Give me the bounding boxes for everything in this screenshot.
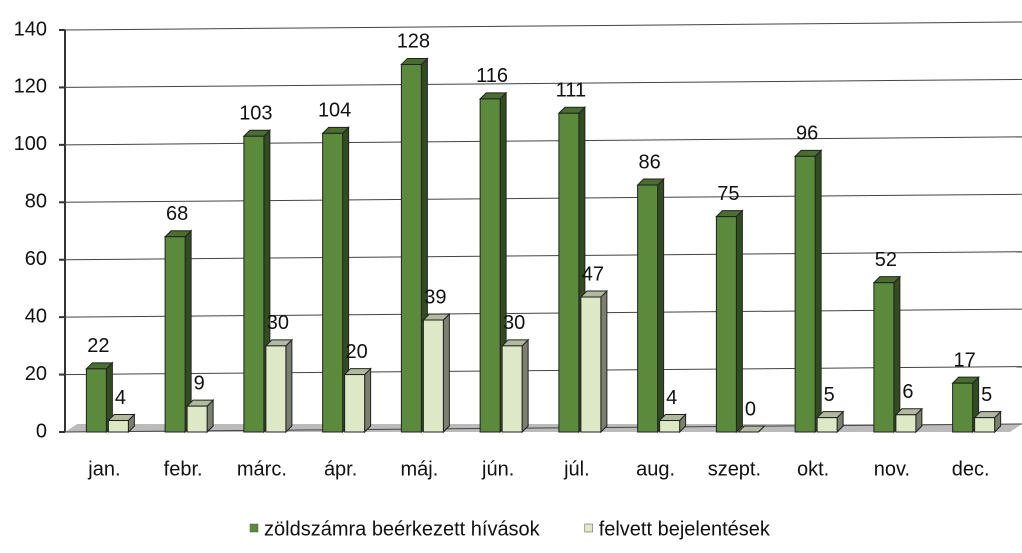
y-tick-label: 60 bbox=[25, 248, 47, 270]
bar bbox=[580, 296, 602, 433]
y-tick-label: 0 bbox=[36, 420, 47, 442]
bar bbox=[243, 135, 265, 433]
bar bbox=[85, 368, 107, 433]
value-label: 4 bbox=[115, 387, 126, 409]
value-label: 5 bbox=[981, 384, 992, 406]
x-tick-label: ápr. bbox=[324, 458, 357, 480]
value-label: 22 bbox=[87, 335, 109, 357]
value-label: 52 bbox=[875, 249, 897, 271]
legend-label: zöldszámra beérkezett hívások bbox=[264, 518, 541, 540]
grid-line bbox=[64, 78, 1022, 88]
bar bbox=[322, 132, 344, 433]
value-label: 20 bbox=[346, 341, 368, 363]
value-label: 30 bbox=[503, 312, 525, 334]
bar bbox=[400, 63, 422, 433]
bar-side bbox=[893, 275, 901, 434]
bar bbox=[952, 382, 974, 433]
value-label: 9 bbox=[194, 372, 205, 394]
grid-line bbox=[64, 21, 1022, 31]
bar bbox=[637, 184, 659, 433]
bar-side bbox=[657, 177, 665, 434]
bar bbox=[794, 155, 816, 433]
value-label: 104 bbox=[318, 100, 351, 122]
legend-swatch bbox=[249, 523, 259, 533]
x-tick-label: aug. bbox=[636, 458, 675, 480]
bar bbox=[422, 319, 444, 433]
x-tick-label: nov. bbox=[874, 458, 910, 480]
value-label: 111 bbox=[556, 80, 586, 102]
y-tick-label: 140 bbox=[14, 18, 47, 40]
value-label: 0 bbox=[745, 398, 756, 420]
bar bbox=[895, 414, 917, 433]
y-tick-label: 20 bbox=[25, 363, 47, 385]
value-label: 30 bbox=[267, 312, 289, 334]
x-tick-label: febr. bbox=[164, 458, 203, 480]
value-label: 4 bbox=[666, 387, 677, 409]
bar bbox=[659, 420, 681, 433]
x-tick-label: márc. bbox=[237, 458, 287, 480]
x-tick-label: júl. bbox=[563, 458, 590, 480]
grid-line bbox=[64, 193, 1022, 203]
bar bbox=[558, 112, 580, 433]
bar bbox=[974, 417, 996, 433]
grid-line bbox=[64, 136, 1022, 146]
x-tick-label: okt. bbox=[797, 458, 829, 480]
bar bbox=[873, 282, 895, 433]
value-label: 75 bbox=[717, 183, 739, 205]
bar bbox=[344, 374, 366, 433]
legend-label: felvett bejelentések bbox=[599, 518, 771, 540]
value-label: 116 bbox=[476, 65, 508, 87]
bar bbox=[501, 345, 523, 433]
x-tick-label: jún. bbox=[481, 458, 514, 480]
value-label: 103 bbox=[239, 103, 272, 125]
bar-side bbox=[285, 338, 293, 434]
legend-swatch bbox=[584, 523, 593, 533]
y-tick-label: 120 bbox=[14, 76, 47, 98]
bar bbox=[107, 420, 129, 433]
bar bbox=[816, 417, 838, 433]
y-tick-label: 100 bbox=[14, 133, 47, 155]
bar bbox=[164, 236, 186, 433]
bar-side bbox=[184, 229, 192, 434]
bar-side bbox=[521, 338, 529, 434]
value-label: 86 bbox=[639, 151, 661, 173]
y-tick-label: 40 bbox=[25, 305, 47, 327]
grid-line bbox=[64, 366, 1022, 376]
y-tick-label: 80 bbox=[25, 191, 47, 213]
value-label: 68 bbox=[166, 203, 188, 225]
bar-side bbox=[442, 312, 450, 434]
value-label: 5 bbox=[824, 384, 835, 406]
value-label: 17 bbox=[954, 349, 976, 371]
value-label: 96 bbox=[796, 123, 818, 145]
x-tick-label: szept. bbox=[708, 458, 761, 480]
bar-top bbox=[737, 425, 766, 433]
x-tick-label: máj. bbox=[400, 458, 438, 480]
value-label: 128 bbox=[397, 31, 430, 53]
grid-line bbox=[64, 251, 1022, 261]
bar-side bbox=[600, 289, 608, 434]
bar bbox=[479, 98, 501, 433]
value-label: 47 bbox=[582, 263, 604, 285]
grid-line bbox=[64, 308, 1022, 318]
x-tick-label: jan. bbox=[87, 458, 120, 480]
grid-line bbox=[64, 423, 1022, 433]
value-label: 6 bbox=[902, 381, 913, 403]
bar bbox=[186, 405, 208, 433]
bar-side bbox=[364, 367, 372, 434]
bar bbox=[265, 345, 287, 433]
bar-side bbox=[814, 149, 822, 434]
x-tick-label: dec. bbox=[952, 458, 990, 480]
bar bbox=[715, 216, 737, 433]
bar-side bbox=[735, 209, 743, 434]
value-label: 39 bbox=[424, 286, 446, 308]
